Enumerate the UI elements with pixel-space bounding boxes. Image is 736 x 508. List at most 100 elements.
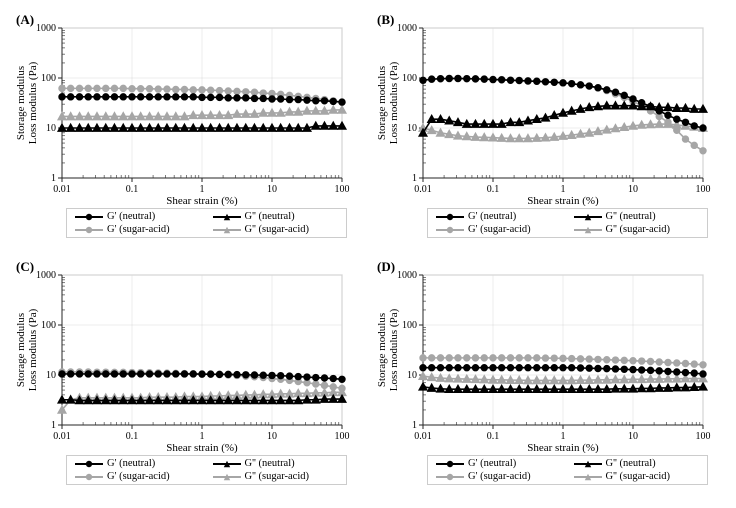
svg-text:10: 10 [267, 184, 277, 195]
svg-text:0.1: 0.1 [126, 184, 139, 195]
legend-label: G'' (neutral) [245, 458, 295, 469]
svg-text:100: 100 [696, 184, 711, 195]
legend-marker-icon [436, 212, 464, 222]
legend-item-gp_n: G' (neutral) [75, 211, 201, 222]
legend-item-gp_s: G' (sugar-acid) [75, 224, 201, 235]
svg-text:100: 100 [41, 73, 56, 84]
panel-A: (A) 0.010.11101001101001000Shear strain … [10, 10, 365, 251]
svg-text:1: 1 [200, 184, 205, 195]
legend-item-gdp_s: G'' (sugar-acid) [213, 224, 339, 235]
svg-text:10: 10 [46, 370, 56, 381]
svg-text:Loss modulus (Pa): Loss modulus (Pa) [27, 61, 39, 144]
svg-text:1000: 1000 [397, 270, 417, 281]
svg-text:100: 100 [41, 320, 56, 331]
svg-text:1: 1 [561, 431, 566, 442]
legend-item-gdp_n: G'' (neutral) [213, 458, 339, 469]
legend-item-gp_n: G' (neutral) [436, 458, 562, 469]
svg-text:Shear strain (%): Shear strain (%) [166, 195, 238, 206]
legend-marker-icon [574, 459, 602, 469]
legend-A: G' (neutral) G'' (neutral) G' (sugar-aci… [66, 208, 347, 238]
svg-text:100: 100 [335, 431, 350, 442]
legend-item-gdp_s: G'' (sugar-acid) [574, 224, 700, 235]
legend-marker-icon [213, 225, 241, 235]
legend-label: G'' (neutral) [606, 458, 656, 469]
legend-item-gp_s: G' (sugar-acid) [436, 471, 562, 482]
svg-text:100: 100 [402, 320, 417, 331]
legend-marker-icon [75, 225, 103, 235]
legend-marker-icon [574, 225, 602, 235]
svg-text:0.1: 0.1 [487, 184, 500, 195]
legend-item-gp_n: G' (neutral) [436, 211, 562, 222]
chart-C: 0.010.11101001101001000Shear strain (%)S… [10, 257, 365, 453]
panel-C: (C) 0.010.11101001101001000Shear strain … [10, 257, 365, 498]
chart-A: 0.010.11101001101001000Shear strain (%)S… [10, 10, 365, 206]
legend-label: G'' (neutral) [606, 211, 656, 222]
svg-text:10: 10 [407, 123, 417, 134]
svg-text:1: 1 [51, 173, 56, 184]
svg-text:1: 1 [200, 431, 205, 442]
svg-text:Loss modulus (Pa): Loss modulus (Pa) [27, 308, 39, 391]
svg-text:Loss modulus (Pa): Loss modulus (Pa) [388, 61, 400, 144]
svg-text:1: 1 [412, 173, 417, 184]
legend-label: G'' (sugar-acid) [606, 471, 671, 482]
legend-label: G' (neutral) [107, 211, 155, 222]
legend-item-gp_s: G' (sugar-acid) [436, 224, 562, 235]
panel-label-A: (A) [16, 12, 34, 28]
legend-item-gp_n: G' (neutral) [75, 458, 201, 469]
legend-B: G' (neutral) G'' (neutral) G' (sugar-aci… [427, 208, 708, 238]
legend-D: G' (neutral) G'' (neutral) G' (sugar-aci… [427, 455, 708, 485]
svg-text:10: 10 [407, 370, 417, 381]
legend-marker-icon [436, 472, 464, 482]
svg-text:Storage modulus: Storage modulus [15, 66, 27, 140]
legend-label: G' (neutral) [107, 458, 155, 469]
svg-text:Storage modulus: Storage modulus [376, 66, 388, 140]
chart-D: 0.010.11101001101001000Shear strain (%)S… [371, 257, 726, 453]
chart-B: 0.010.11101001101001000Shear strain (%)S… [371, 10, 726, 206]
panel-label-D: (D) [377, 259, 395, 275]
legend-item-gdp_s: G'' (sugar-acid) [213, 471, 339, 482]
legend-marker-icon [574, 472, 602, 482]
svg-text:1: 1 [561, 184, 566, 195]
legend-marker-icon [213, 212, 241, 222]
legend-marker-icon [75, 459, 103, 469]
svg-text:1: 1 [412, 420, 417, 431]
svg-text:0.1: 0.1 [487, 431, 500, 442]
svg-text:0.1: 0.1 [126, 431, 139, 442]
svg-text:1000: 1000 [36, 23, 56, 34]
legend-marker-icon [436, 225, 464, 235]
legend-item-gdp_n: G'' (neutral) [574, 458, 700, 469]
legend-marker-icon [436, 459, 464, 469]
svg-text:10: 10 [628, 184, 638, 195]
legend-marker-icon [213, 459, 241, 469]
legend-label: G' (sugar-acid) [107, 224, 170, 235]
legend-label: G' (sugar-acid) [468, 224, 531, 235]
legend-marker-icon [75, 472, 103, 482]
legend-item-gdp_n: G'' (neutral) [213, 211, 339, 222]
svg-text:Loss modulus (Pa): Loss modulus (Pa) [388, 308, 400, 391]
svg-text:Storage modulus: Storage modulus [376, 313, 388, 387]
svg-text:100: 100 [335, 184, 350, 195]
svg-text:10: 10 [267, 431, 277, 442]
svg-text:1000: 1000 [397, 23, 417, 34]
svg-text:10: 10 [628, 431, 638, 442]
legend-label: G'' (sugar-acid) [245, 224, 310, 235]
svg-text:100: 100 [696, 431, 711, 442]
svg-text:Shear strain (%): Shear strain (%) [527, 442, 599, 453]
legend-marker-icon [75, 212, 103, 222]
legend-label: G'' (sugar-acid) [245, 471, 310, 482]
svg-text:0.01: 0.01 [53, 431, 71, 442]
legend-marker-icon [574, 212, 602, 222]
legend-label: G'' (sugar-acid) [606, 224, 671, 235]
panel-label-B: (B) [377, 12, 394, 28]
panel-D: (D) 0.010.11101001101001000Shear strain … [371, 257, 726, 498]
svg-text:1: 1 [51, 420, 56, 431]
panel-B: (B) 0.010.11101001101001000Shear strain … [371, 10, 726, 251]
legend-item-gdp_s: G'' (sugar-acid) [574, 471, 700, 482]
svg-text:100: 100 [402, 73, 417, 84]
svg-text:0.01: 0.01 [414, 184, 432, 195]
svg-text:1000: 1000 [36, 270, 56, 281]
legend-item-gdp_n: G'' (neutral) [574, 211, 700, 222]
panel-grid: (A) 0.01 0.1 1 10 100 1 10 100 1000 Shear strain … [10, 10, 726, 498]
svg-text:0.01: 0.01 [53, 184, 71, 195]
legend-label: G' (neutral) [468, 458, 516, 469]
